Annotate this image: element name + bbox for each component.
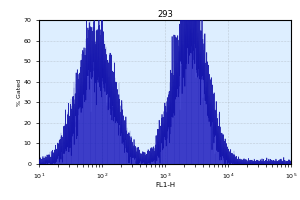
X-axis label: FL1-H: FL1-H [155, 182, 175, 188]
Y-axis label: % Gated: % Gated [17, 78, 22, 106]
Title: 293: 293 [157, 10, 173, 19]
